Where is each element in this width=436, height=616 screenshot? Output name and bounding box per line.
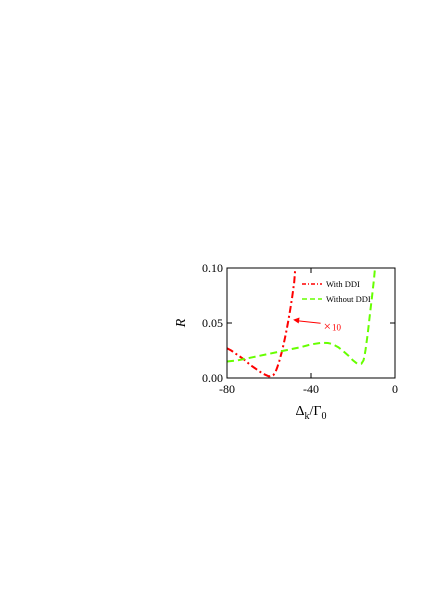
annotation-arrow: [297, 320, 321, 324]
series-line-without-ddi: [227, 268, 376, 365]
x-axis-label: Δk/Γ0: [296, 404, 327, 422]
annotation-x10: ×10: [293, 317, 342, 333]
legend: With DDI Without DDI: [302, 279, 371, 304]
annotation-times-symbol: ×: [324, 318, 331, 333]
x-tick-label: -80: [219, 382, 235, 396]
y-tick-label: 0.05: [202, 316, 223, 330]
series-layer: [227, 268, 376, 378]
annotation-arrowhead: [293, 317, 300, 324]
y-axis-label: R: [174, 318, 189, 328]
x-axis-label-mid: /Γ: [310, 404, 322, 419]
ticks-layer: -80 -40 0 0.00 0.05 0.10: [202, 261, 398, 396]
x-axis-label-main: Δ: [296, 404, 305, 419]
annotation-label: ×10: [324, 318, 342, 333]
annotation-factor: 10: [332, 322, 342, 332]
x-tick-label: 0: [392, 382, 398, 396]
x-axis-label-sub2: 0: [322, 411, 327, 422]
y-tick-label: 0.00: [202, 371, 223, 385]
x-tick-label: -40: [303, 382, 319, 396]
legend-label-without-ddi: Without DDI: [326, 294, 371, 304]
legend-label-with-ddi: With DDI: [326, 279, 360, 289]
y-tick-label: 0.10: [202, 261, 223, 275]
series-line-with-ddi: [227, 268, 297, 378]
x-axis-label-sub1: k: [305, 411, 310, 422]
